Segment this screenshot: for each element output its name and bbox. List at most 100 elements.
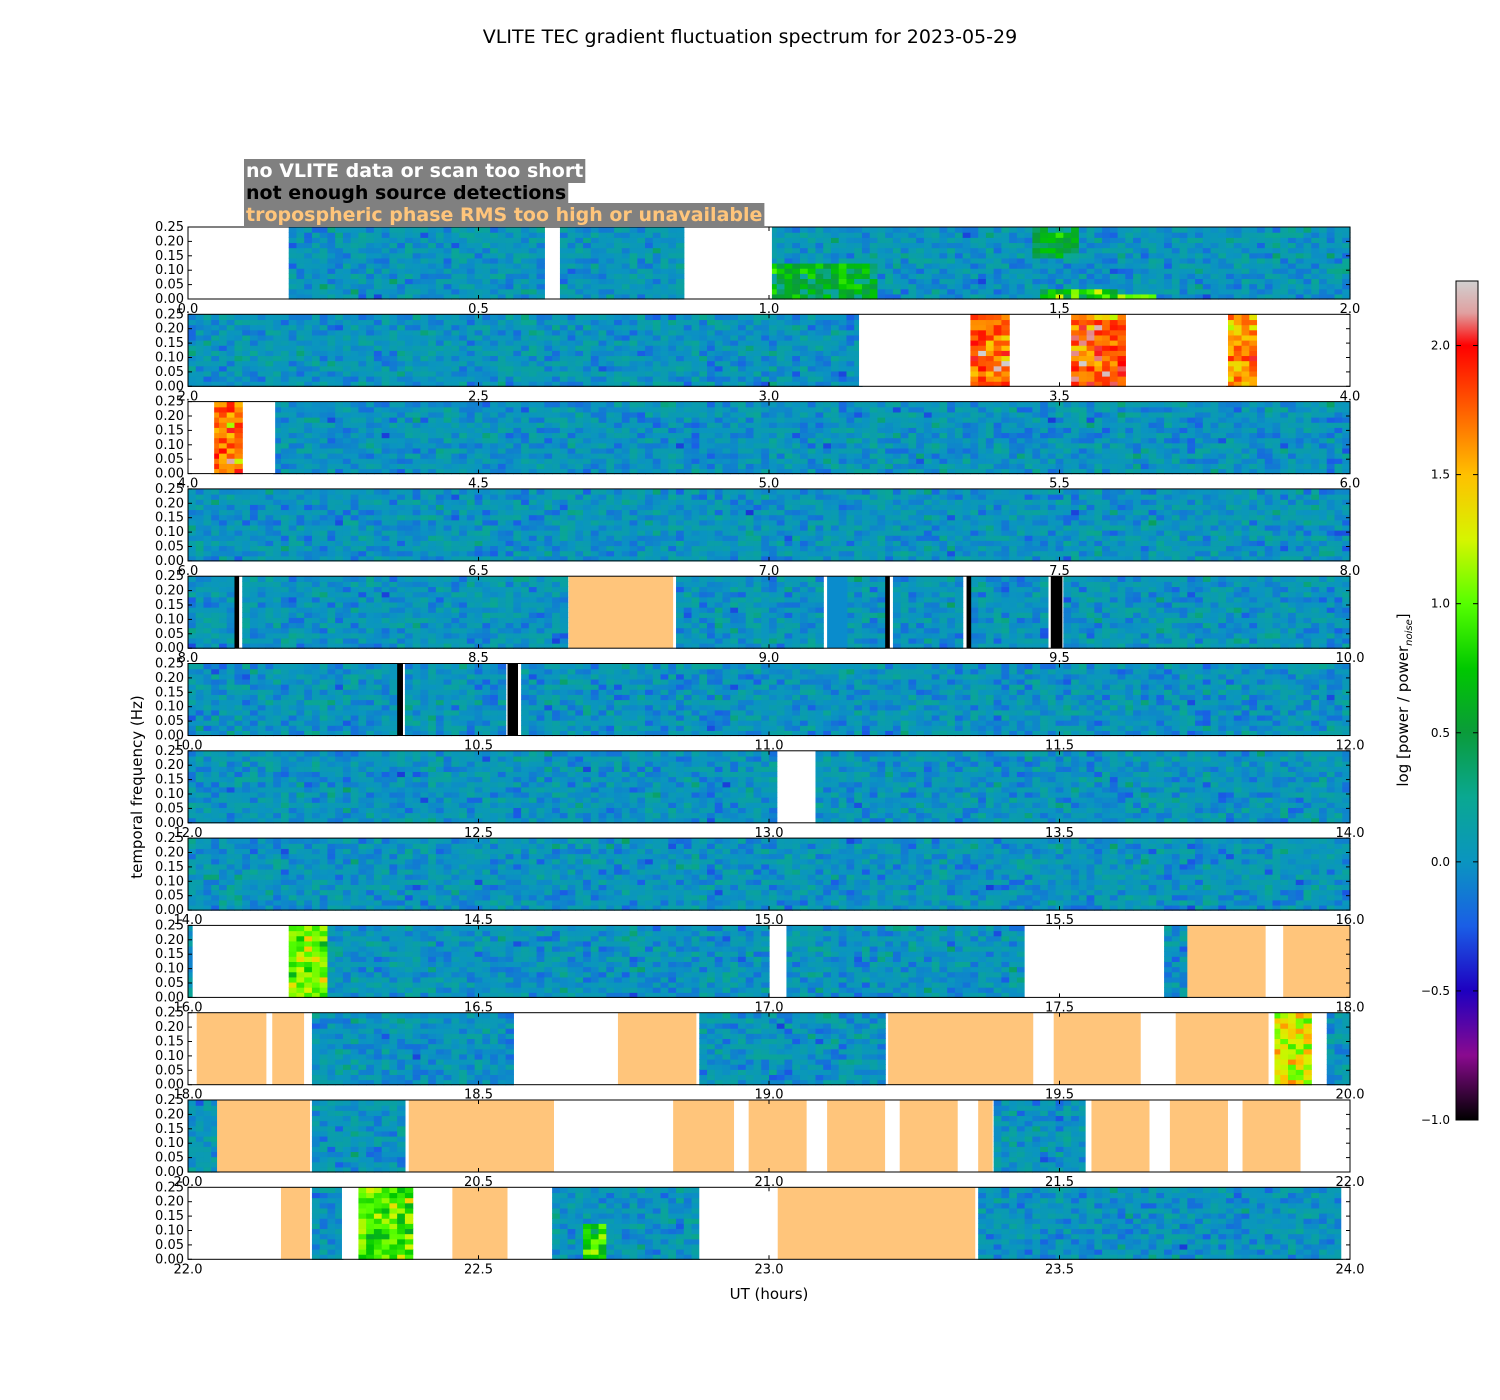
spectrum-cell [474, 283, 483, 290]
spectrum-cell [1226, 319, 1235, 326]
spectrum-cell [1171, 442, 1181, 449]
spectrum-cell [226, 437, 236, 444]
spectrum-cell [211, 319, 220, 326]
spectrum-cell [978, 401, 987, 408]
spectrum-cell [1218, 263, 1227, 269]
spectrum-cell [497, 401, 507, 408]
spectrum-cell [900, 447, 910, 454]
spectrum-cell [1071, 406, 1080, 413]
spectrum-cell [830, 411, 840, 418]
spectrum-cell [482, 263, 491, 269]
spectrum-cell [776, 417, 786, 423]
spectrum-cell [397, 447, 406, 454]
spectrum-cell [784, 268, 793, 274]
spectrum-cell [807, 376, 817, 382]
spectrum-cell [1249, 288, 1258, 295]
spectrum-cell [397, 406, 406, 413]
spectrum-cell [606, 293, 615, 300]
spectrum-cell [1257, 263, 1266, 269]
spectrum-cell [947, 252, 956, 259]
spectrum-cell [1094, 401, 1103, 408]
spectrum-cell [799, 268, 809, 274]
spectrum-cell [660, 381, 669, 387]
spectrum-cell [1078, 232, 1088, 238]
spectrum-cell [799, 329, 809, 336]
spectrum-cell [1009, 278, 1018, 285]
spectrum-cell [621, 350, 631, 357]
spectrum-cell [249, 340, 259, 346]
spectrum-cell [497, 458, 507, 464]
spectrum-cell [970, 319, 979, 326]
spectrum-cell [846, 288, 855, 295]
spectrum-cell [590, 422, 600, 428]
spectrum-cell [1125, 458, 1134, 464]
spectrum-cell [1109, 329, 1119, 336]
spectrum-cell [459, 447, 468, 454]
spectrum-cell [435, 458, 445, 464]
spectrum-cell [1078, 273, 1088, 280]
spectrum-cell [823, 247, 832, 254]
spectrum-cell [559, 334, 569, 341]
spectrum-cell [226, 422, 236, 428]
spectrum-cell [559, 319, 569, 326]
spectrum-cell [784, 288, 793, 295]
y-tick-label: 0.10 [155, 351, 184, 366]
spectrum-cell [1001, 324, 1010, 331]
spectrum-cell [846, 345, 855, 351]
spectrum-cell [1047, 257, 1057, 264]
spectrum-cell [1125, 432, 1134, 439]
spectrum-cell [830, 314, 840, 321]
spectrum-cell [420, 278, 429, 285]
spectrum-cell [1086, 355, 1095, 362]
spectrum-cell [195, 324, 205, 331]
spectrum-cell [319, 293, 329, 300]
spectrum-cell [908, 453, 917, 459]
spectrum-cell [420, 268, 429, 274]
spectrum-cell [1241, 288, 1250, 295]
spectrum-cell [505, 329, 514, 336]
spectrum-cell [389, 401, 398, 408]
spectrum-cell [544, 437, 553, 444]
spectrum-cell [861, 401, 871, 408]
spectrum-cell [358, 329, 367, 336]
spectrum-cell [513, 453, 522, 459]
spectrum-cell [490, 227, 499, 233]
spectrum-cell [536, 365, 545, 372]
spectrum-cell [1140, 422, 1150, 428]
spectrum-cell [280, 437, 290, 444]
spectrum-cell [420, 237, 429, 244]
spectrum-cell [1063, 411, 1072, 418]
spectrum-cell [939, 468, 948, 475]
spectrum-cell [583, 370, 592, 377]
spectrum-cell [869, 427, 879, 434]
spectrum-cell [451, 242, 460, 249]
spectrum-cell [1016, 283, 1026, 290]
spectrum-cell [1295, 273, 1305, 280]
spectrum-cell [962, 458, 972, 464]
spectrum-cell [753, 422, 762, 428]
spectrum-cell [621, 288, 631, 295]
spectrum-cell [559, 401, 569, 408]
spectrum-cell [280, 355, 290, 362]
spectrum-cell [559, 314, 569, 321]
spectrum-cell [691, 442, 700, 449]
spectrum-cell [575, 427, 584, 434]
spectrum-cell [335, 417, 344, 423]
spectrum-cell [466, 227, 476, 233]
spectrum-cell [1016, 442, 1026, 449]
spectrum-cell [304, 355, 313, 362]
spectrum-cell [544, 453, 553, 459]
spectrum-cell [428, 340, 437, 346]
spectrum-cell [397, 350, 406, 357]
spectrum-cell [1086, 257, 1095, 264]
spectrum-cell [985, 278, 995, 285]
spectrum-cell [1140, 411, 1150, 418]
spectrum-cell [606, 468, 615, 475]
spectrum-cell [900, 268, 910, 274]
spectrum-cell [412, 442, 421, 449]
spectrum-cell [1071, 447, 1080, 454]
spectrum-cell [218, 447, 228, 454]
spectrum-cell [606, 432, 615, 439]
spectrum-cell [970, 376, 979, 382]
spectrum-cell [590, 447, 600, 454]
